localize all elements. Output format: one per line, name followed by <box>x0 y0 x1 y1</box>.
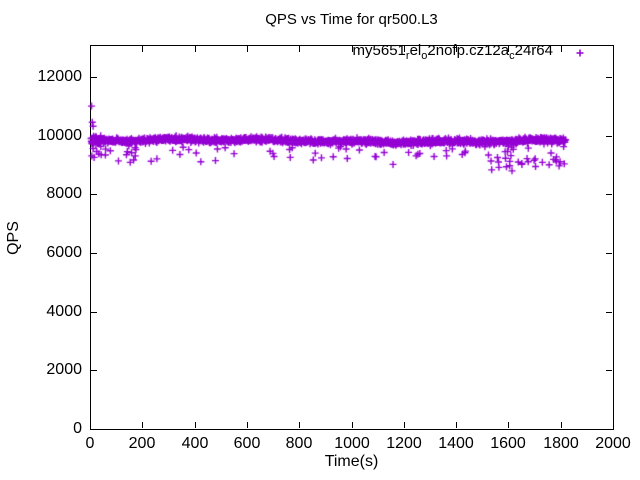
x-tick-label: 1200 <box>386 435 422 452</box>
plot-area <box>86 41 620 436</box>
x-axis-label: Time(s) <box>324 453 379 470</box>
x-tick-label: 1800 <box>543 435 579 452</box>
x-tick-label: 800 <box>285 435 313 452</box>
y-tick-label: 8000 <box>46 185 82 202</box>
x-tick-label: 200 <box>128 435 156 452</box>
y-tick-label: 6000 <box>46 244 82 261</box>
chart-title: QPS vs Time for qr500.L3 <box>265 11 438 28</box>
x-tick-label: 1400 <box>438 435 474 452</box>
x-tick-label: 400 <box>181 435 209 452</box>
x-tick-label: 1600 <box>490 435 526 452</box>
x-tick-label: 2000 <box>595 435 631 452</box>
x-tick-label: 1000 <box>334 435 370 452</box>
y-tick-label: 2000 <box>46 361 82 378</box>
y-tick-label: 4000 <box>46 303 82 320</box>
y-tick-label: 12000 <box>37 68 83 85</box>
x-tick-label: 0 <box>85 435 95 452</box>
scatter-points-canvas <box>86 41 620 436</box>
y-tick-label: 10000 <box>37 127 83 144</box>
y-tick-label: 0 <box>73 420 82 437</box>
x-tick-label: 600 <box>233 435 261 452</box>
